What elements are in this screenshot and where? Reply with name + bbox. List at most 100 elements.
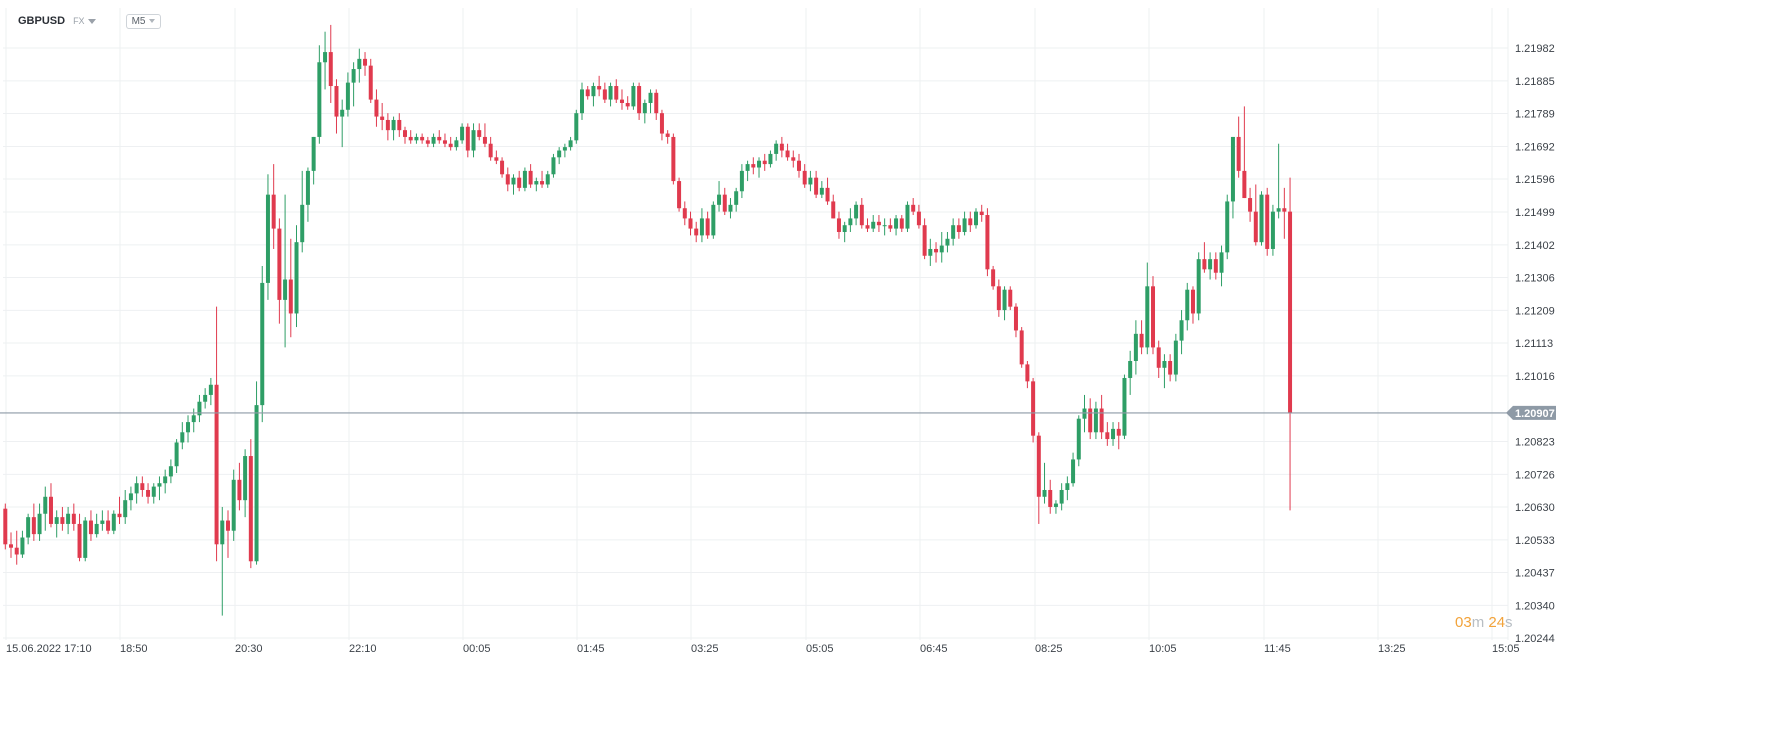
- candle-body: [1173, 340, 1178, 375]
- candle-body: [300, 204, 305, 243]
- candle-body: [1025, 364, 1030, 382]
- candle-body: [1002, 289, 1007, 311]
- candles: [3, 24, 1293, 616]
- time-tick-label: 00:05: [463, 643, 491, 655]
- candle-body: [1185, 289, 1190, 321]
- candle: [876, 215, 881, 232]
- candle: [642, 99, 647, 124]
- candle: [277, 218, 282, 324]
- candle: [163, 469, 168, 494]
- candle-body: [911, 204, 916, 212]
- candle-body: [876, 221, 881, 226]
- candle: [106, 510, 111, 535]
- candle-body: [779, 143, 784, 151]
- candle-body: [665, 133, 670, 137]
- candle: [779, 136, 784, 158]
- candle-body: [597, 86, 602, 90]
- candle: [294, 225, 299, 328]
- candle-body: [1230, 136, 1235, 202]
- candle-body: [1196, 259, 1201, 314]
- candle: [265, 174, 270, 300]
- candle-body: [385, 119, 390, 131]
- candle: [985, 208, 990, 277]
- candle: [197, 394, 202, 423]
- candle: [534, 177, 539, 192]
- price-tick-label: 1.21402: [1515, 240, 1555, 252]
- candle: [1208, 252, 1213, 280]
- candle-body: [796, 160, 801, 171]
- candle-body: [1145, 286, 1150, 348]
- price-tick-label: 1.21596: [1515, 174, 1555, 186]
- candle: [88, 510, 93, 541]
- candle: [814, 170, 819, 199]
- price-tick-label: 1.21885: [1515, 76, 1555, 88]
- candle-body: [1219, 252, 1224, 273]
- candle: [1036, 432, 1041, 524]
- candle-body: [1253, 211, 1258, 243]
- candle: [465, 123, 470, 158]
- candle: [203, 388, 208, 409]
- candle-body: [602, 89, 607, 100]
- time-tick-label: 20:30: [235, 643, 263, 655]
- candle: [425, 136, 430, 148]
- candle: [1185, 282, 1190, 331]
- candle-body: [1019, 330, 1024, 365]
- candle: [385, 113, 390, 141]
- candle: [859, 198, 864, 229]
- candle: [391, 116, 396, 141]
- candle: [1270, 204, 1275, 256]
- candle: [825, 177, 830, 205]
- candle: [791, 150, 796, 168]
- candle-body: [1259, 194, 1264, 243]
- candle: [334, 79, 339, 134]
- candle-body: [894, 218, 899, 229]
- candle-body: [871, 221, 876, 229]
- asset-class-selector[interactable]: FX: [73, 16, 96, 26]
- candle: [1139, 320, 1144, 355]
- candle-body: [43, 496, 48, 514]
- candle: [665, 130, 670, 144]
- candle: [562, 143, 567, 158]
- candle: [482, 123, 487, 148]
- candle: [111, 510, 116, 535]
- candle: [734, 187, 739, 212]
- candle: [1225, 194, 1230, 260]
- candle-body: [1099, 408, 1104, 433]
- price-tick-label: 1.20437: [1515, 567, 1555, 579]
- price-axis[interactable]: 1.21982 1.21885 1.21789 1.21692 1.21596 1.214…: [1506, 43, 1556, 645]
- candle: [357, 48, 362, 83]
- candle-body: [305, 170, 310, 205]
- candle-body: [694, 228, 699, 236]
- candle: [1105, 422, 1110, 446]
- time-axis[interactable]: 15.06.2022 17:10 18:50 20:30 22:10 00:05 01:4…: [6, 643, 1520, 655]
- candle: [739, 164, 744, 199]
- candle-body: [225, 520, 230, 531]
- candle: [1088, 398, 1093, 440]
- candle: [134, 476, 139, 504]
- candle: [671, 133, 676, 185]
- candle-body: [654, 92, 659, 114]
- candle: [180, 422, 185, 450]
- candle-body: [551, 157, 556, 175]
- candle: [26, 513, 31, 545]
- candle-body: [1059, 489, 1064, 504]
- candle: [1019, 327, 1024, 368]
- candle-body: [1116, 428, 1121, 436]
- candle: [974, 208, 978, 229]
- candle: [922, 218, 927, 260]
- candle-body: [323, 52, 328, 63]
- candle: [1219, 245, 1224, 287]
- candle: [1059, 483, 1064, 511]
- candle-body: [191, 415, 196, 423]
- candle-body: [357, 58, 362, 70]
- timeframe-dropdown[interactable]: M5: [125, 13, 162, 29]
- candle: [403, 126, 407, 144]
- candle: [186, 415, 191, 443]
- candle-body: [237, 479, 242, 501]
- candle-body: [956, 225, 961, 232]
- candle-body: [134, 483, 139, 494]
- candle-body: [123, 500, 128, 518]
- candle-body: [374, 99, 379, 117]
